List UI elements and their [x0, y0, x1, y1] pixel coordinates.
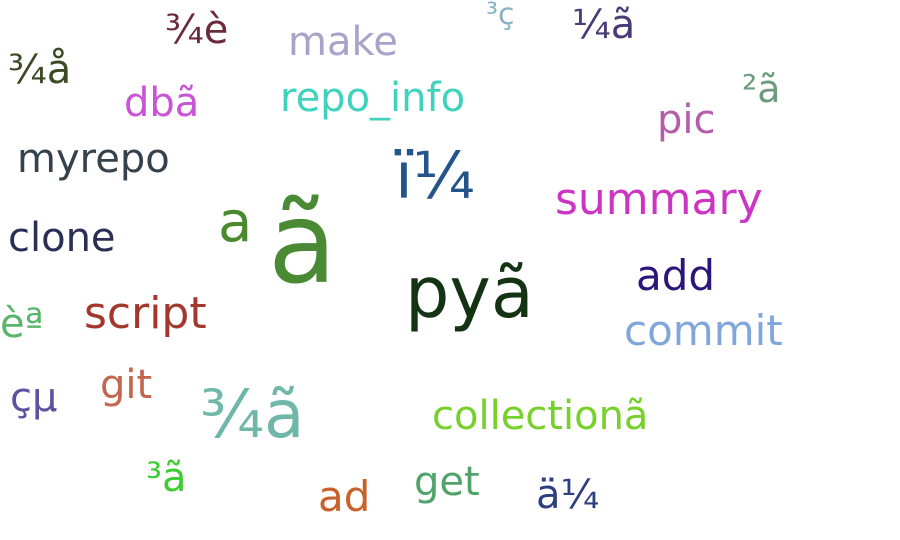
word: clone: [8, 215, 116, 261]
word: git: [100, 362, 153, 408]
word: myrepo: [17, 136, 170, 182]
word: pyã: [405, 252, 534, 334]
word: ³ç: [486, 0, 515, 32]
word: ad: [318, 472, 371, 521]
word: ²ã: [742, 67, 781, 111]
word: a: [218, 190, 253, 255]
word: pic: [657, 97, 716, 143]
word: ¾ã: [200, 376, 305, 453]
word: get: [414, 459, 480, 505]
word: ¾å: [8, 47, 72, 93]
word: ¼ã: [572, 2, 636, 48]
word: dbã: [124, 80, 200, 126]
word: ä¼: [536, 472, 600, 518]
word: make: [288, 19, 398, 65]
word: collectionã: [432, 393, 649, 439]
word: add: [636, 251, 716, 300]
word: ³ã: [146, 455, 187, 501]
word: çµ: [10, 375, 58, 421]
word: ¾è: [165, 7, 229, 53]
word: èª: [0, 301, 44, 347]
word: ï¼: [395, 140, 475, 214]
word: script: [84, 288, 207, 339]
word: commit: [624, 306, 783, 355]
word: summary: [555, 174, 763, 225]
word: repo_info: [280, 75, 466, 121]
word: ã: [268, 179, 337, 309]
